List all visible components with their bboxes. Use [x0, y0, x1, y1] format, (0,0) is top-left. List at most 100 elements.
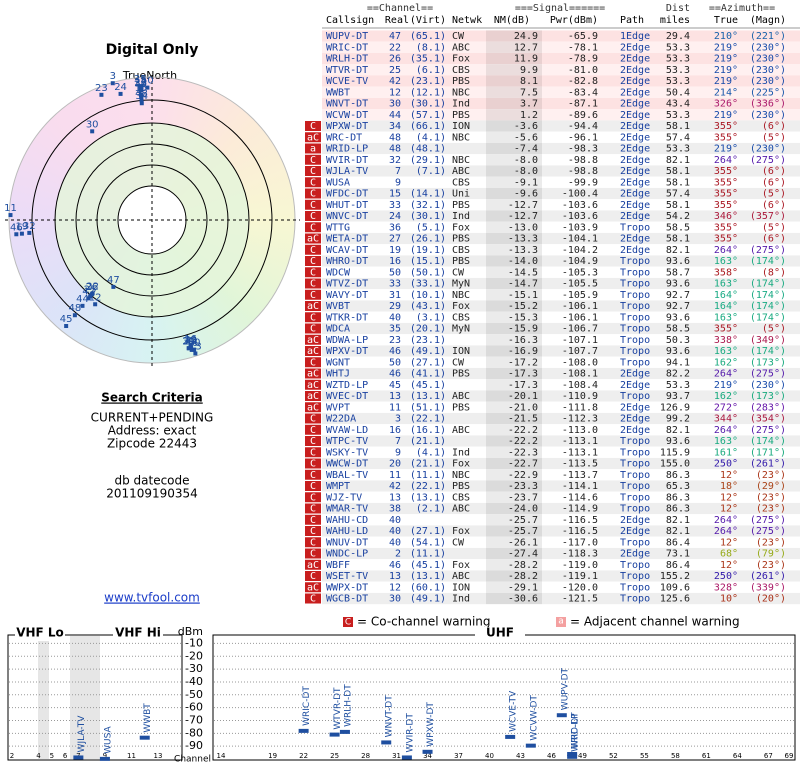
warning-icon	[305, 166, 321, 176]
y-tick-label: -60	[185, 701, 203, 714]
cell-pwr: -107.7	[562, 346, 598, 357]
cell-virt: (15.1)	[410, 256, 446, 267]
cell-virt: (50.1)	[410, 267, 446, 278]
cell-nm: -25.7	[508, 515, 538, 526]
cell-pwr: -65.9	[568, 31, 598, 42]
cell-callsign: WCVE-TV	[326, 76, 368, 87]
y-tick-label: -80	[185, 726, 203, 739]
cell-pwr: -108.0	[562, 357, 598, 368]
station-label: 19	[16, 222, 29, 233]
cell-virt: (45.1)	[410, 380, 446, 391]
cell-path: 2Edge	[620, 155, 650, 166]
cell-nm: -22.2	[508, 436, 538, 447]
cell-real: 24	[389, 211, 401, 222]
signal-bg	[486, 300, 542, 312]
cell-path: Tropo	[620, 301, 650, 312]
signal-bg	[486, 536, 542, 548]
warning: C	[310, 459, 316, 470]
cell-path: Tropo	[620, 312, 650, 323]
cell-magn: (225°)	[750, 87, 786, 98]
station-label: 50	[188, 338, 201, 349]
row-bg	[322, 570, 800, 582]
uhf-panel	[212, 634, 796, 761]
cell-nm: -22.9	[508, 470, 538, 481]
cell-netwk: Fox	[452, 560, 470, 571]
cell-true: 12°	[720, 560, 738, 571]
warning: C	[310, 549, 316, 560]
cell-nm: -9.6	[514, 189, 538, 200]
cell-nm: -13.3	[508, 234, 538, 245]
x-tick-label: 2	[10, 752, 14, 760]
cell-nm: -28.2	[508, 571, 538, 582]
site-link[interactable]: www.tvfool.com	[104, 591, 200, 605]
warning-icon	[305, 312, 321, 323]
cell-magn: (261°)	[750, 459, 786, 470]
cell-pwr: -82.8	[568, 76, 598, 87]
cell-magn: (339°)	[750, 582, 786, 593]
cell-callsign: WGCB-DT	[326, 594, 368, 605]
channel-label: Channel	[174, 755, 211, 765]
warning: C	[310, 537, 316, 548]
cell-dist: 86.3	[666, 492, 690, 503]
warning: aC	[307, 582, 319, 593]
cell-virt: (66.1)	[410, 121, 446, 132]
cell-magn: (5°)	[762, 324, 786, 335]
row-bg	[322, 41, 800, 53]
signal-bg	[486, 322, 542, 335]
x-tick-label: 69	[785, 752, 794, 760]
cell-dist: 58.1	[666, 166, 690, 177]
cell-magn: (173°)	[750, 357, 786, 368]
cell-pwr: -118.3	[562, 549, 598, 560]
cell-real: 7	[395, 436, 401, 447]
cell-netwk: Ind	[452, 211, 470, 222]
cell-true: 328°	[714, 582, 738, 593]
cell-real: 2	[395, 549, 401, 560]
cell-netwk: ABC	[452, 504, 470, 515]
warning: aC	[307, 369, 319, 380]
cell-path: 2Edge	[620, 99, 650, 110]
signal-bar	[556, 713, 567, 718]
cell-real: 29	[389, 301, 401, 312]
cell-dist: 73.1	[666, 549, 690, 560]
signal-bar	[401, 755, 412, 760]
x-tick-label: 55	[640, 752, 649, 760]
cell-real: 19	[389, 245, 401, 256]
cell-netwk: NBC	[452, 87, 470, 98]
cell-callsign: WCAV-DT	[326, 245, 368, 256]
group-header: ==Azimuth==	[709, 3, 775, 14]
x-tick-label: 13	[154, 752, 163, 760]
signal-bar	[381, 740, 392, 745]
datecode-label: db datecode	[114, 474, 189, 488]
cell-true: 219°	[714, 144, 738, 155]
station-marker	[138, 84, 143, 89]
signal-bar	[525, 743, 536, 748]
cell-true: 219°	[714, 110, 738, 121]
warning-icon	[305, 301, 321, 311]
cell-virt: (29.1)	[410, 155, 446, 166]
cell-true: 219°	[714, 42, 738, 53]
cell-magn: (23°)	[756, 537, 786, 548]
cell-true: 164°	[714, 290, 738, 301]
cell-magn: (6°)	[762, 234, 786, 245]
cell-virt: (21.1)	[410, 436, 446, 447]
signal-bg	[486, 86, 542, 98]
row-bg	[322, 311, 800, 323]
station-label: 33	[134, 79, 147, 90]
cell-real: 35	[389, 324, 401, 335]
cell-path: Tropo	[620, 324, 650, 335]
warning: C	[310, 447, 316, 458]
criteria: CURRENT+PENDING	[91, 411, 214, 425]
column-header: (Virt)	[410, 15, 446, 26]
panel-label: UHF	[486, 626, 514, 640]
warning: aC	[307, 335, 319, 346]
warning-icon	[305, 278, 321, 289]
station-marker	[99, 92, 104, 97]
x-tick-label: 14	[217, 752, 226, 760]
cell-callsign: WSET-TV	[326, 571, 368, 582]
signal-bg	[486, 52, 542, 65]
y-tick-label: -40	[185, 675, 203, 688]
cell-magn: (230°)	[750, 144, 786, 155]
station-marker	[72, 313, 77, 318]
cell-path: Tropo	[620, 470, 650, 481]
